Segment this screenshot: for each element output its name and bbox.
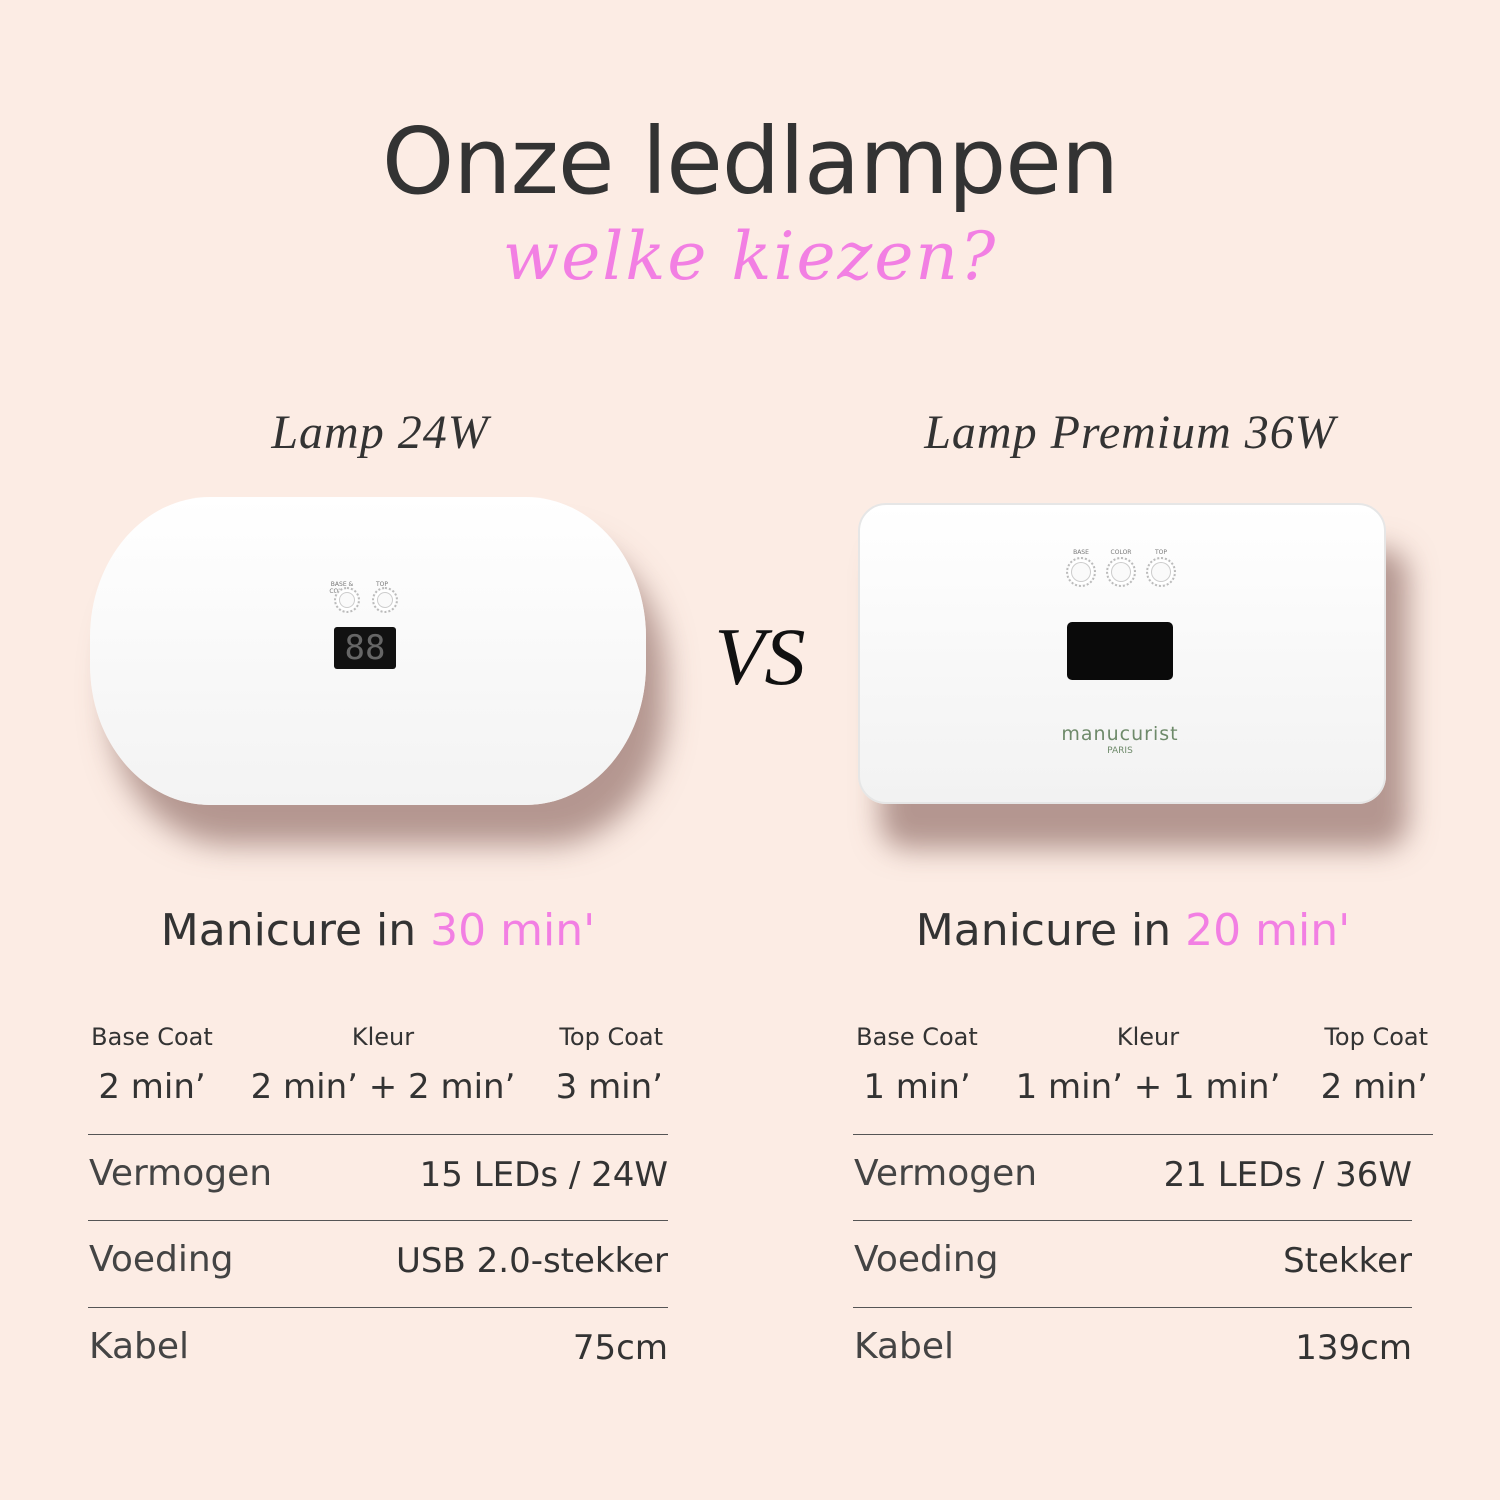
- device-button-label: BASE: [1073, 549, 1089, 556]
- spec-value: USB 2.0-stekker: [396, 1241, 668, 1281]
- brand-logo: manucurist: [1061, 723, 1179, 745]
- time-label: Base Coat: [856, 1023, 978, 1051]
- device-button-label: TOP: [375, 581, 388, 588]
- spec-value: 139cm: [1295, 1328, 1412, 1368]
- spec-label: Voeding: [89, 1239, 234, 1280]
- time-value: 3 min’: [555, 1067, 663, 1107]
- spec-label: Kabel: [854, 1326, 955, 1367]
- device-button: [372, 587, 398, 613]
- manicure-prefix: Manicure in: [160, 905, 417, 956]
- device-button: [1066, 557, 1096, 587]
- vs-label: VS: [714, 611, 806, 702]
- spec-label: Voeding: [854, 1239, 999, 1280]
- manicure-time-left: Manicure in 30 min': [78, 905, 678, 956]
- time-value: 2 min’ + 2 min’: [250, 1067, 516, 1107]
- spec-value: 15 LEDs / 24W: [419, 1155, 668, 1195]
- spec-label: Vermogen: [854, 1153, 1038, 1194]
- device-button-label: TOP: [1154, 549, 1167, 556]
- divider: [853, 1134, 1433, 1135]
- time-label: Base Coat: [91, 1023, 213, 1051]
- time-label: Top Coat: [559, 1023, 663, 1051]
- manicure-time-right: Manicure in 20 min': [833, 905, 1433, 956]
- divider: [88, 1220, 668, 1221]
- time-value: 1 min’ + 1 min’: [1015, 1067, 1281, 1107]
- spec-value: 21 LEDs / 36W: [1163, 1155, 1412, 1195]
- divider: [853, 1220, 1412, 1221]
- spec-label: Kabel: [89, 1326, 190, 1367]
- brand-logo-sub: PARIS: [1107, 746, 1133, 756]
- time-value: 2 min’: [98, 1067, 206, 1107]
- spec-value: Stekker: [1283, 1241, 1412, 1281]
- device-button: [1106, 557, 1136, 587]
- time-label: Top Coat: [1324, 1023, 1428, 1051]
- spec-value: 75cm: [572, 1328, 668, 1368]
- digital-display: 88: [334, 627, 396, 669]
- device-button: [1146, 557, 1176, 587]
- device-button-label: COLOR: [1110, 549, 1132, 556]
- lamp-24w-image: BASE & COLOUR TOP 88: [90, 497, 646, 805]
- time-value: 1 min’: [863, 1067, 971, 1107]
- divider: [88, 1134, 668, 1135]
- manicure-time: 30 min': [430, 905, 596, 956]
- product-name-right: Lamp Premium 36W: [924, 406, 1336, 459]
- divider: [853, 1307, 1412, 1308]
- time-label: Kleur: [1116, 1023, 1180, 1051]
- device-button: [334, 587, 360, 613]
- page-subtitle: welke kiezen?: [502, 218, 998, 295]
- time-value: 2 min’: [1320, 1067, 1428, 1107]
- digital-display: [1067, 622, 1173, 680]
- manicure-prefix: Manicure in: [915, 905, 1172, 956]
- lamp-premium-36w-image: BASE COLOR TOP manucurist PARIS: [858, 503, 1386, 804]
- time-label: Kleur: [351, 1023, 415, 1051]
- spec-label: Vermogen: [89, 1153, 273, 1194]
- page-title: Onze ledlampen: [381, 108, 1119, 215]
- divider: [88, 1307, 668, 1308]
- manicure-time: 20 min': [1185, 905, 1351, 956]
- product-name-left: Lamp 24W: [271, 406, 489, 459]
